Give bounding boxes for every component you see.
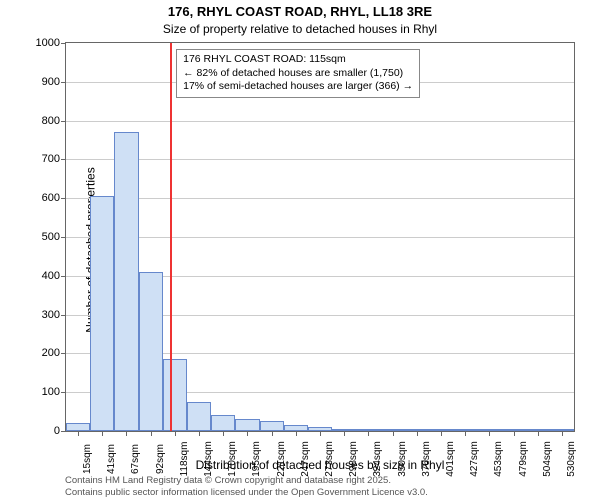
histogram-bar [235,419,259,431]
y-tick-mark [61,159,66,160]
histogram-bar [114,132,138,431]
chart-title-main: 176, RHYL COAST ROAD, RHYL, LL18 3RE [0,4,600,19]
chart-title-sub: Size of property relative to detached ho… [0,22,600,36]
histogram-bar [260,421,284,431]
plot-area: 0100200300400500600700800900100015sqm41s… [65,42,575,432]
y-tick-mark [61,43,66,44]
x-tick-mark [465,431,466,436]
x-tick-mark [320,431,321,436]
footer-line-1: Contains HM Land Registry data © Crown c… [65,475,391,486]
gridline [66,121,574,122]
x-tick-mark [175,431,176,436]
gridline [66,198,574,199]
y-tick-mark [61,237,66,238]
y-tick-mark [61,353,66,354]
histogram-bar [163,359,187,431]
chart-container: 176, RHYL COAST ROAD, RHYL, LL18 3RE Siz… [0,0,600,500]
x-tick-mark [441,431,442,436]
x-tick-mark [272,431,273,436]
x-tick-mark [151,431,152,436]
x-tick-mark [538,431,539,436]
x-tick-mark [126,431,127,436]
y-tick-mark [61,431,66,432]
x-tick-mark [247,431,248,436]
histogram-bar [90,196,114,431]
gridline [66,237,574,238]
y-tick-mark [61,198,66,199]
gridline [66,159,574,160]
x-tick-mark [417,431,418,436]
x-tick-mark [393,431,394,436]
x-tick-mark [368,431,369,436]
histogram-bar [187,402,211,431]
x-tick-mark [344,431,345,436]
annotation-line1: 176 RHYL COAST ROAD: 115sqm [183,53,413,67]
y-tick-mark [61,121,66,122]
x-tick-mark [489,431,490,436]
x-axis-label: Distribution of detached houses by size … [65,458,575,472]
y-tick-mark [61,392,66,393]
x-tick-mark [296,431,297,436]
annotation-box: 176 RHYL COAST ROAD: 115sqm ← 82% of det… [176,49,420,98]
x-tick-mark [102,431,103,436]
y-tick-mark [61,276,66,277]
annotation-line3: 17% of semi-detached houses are larger (… [183,80,413,94]
x-tick-mark [562,431,563,436]
x-tick-mark [78,431,79,436]
y-tick-mark [61,82,66,83]
x-tick-mark [199,431,200,436]
histogram-bar [139,272,163,431]
histogram-bar [211,415,235,431]
annotation-line2: ← 82% of detached houses are smaller (1,… [183,67,413,81]
property-marker-line [170,43,172,431]
x-tick-mark [223,431,224,436]
footer-line-2: Contains public sector information licen… [65,487,428,498]
histogram-bar [66,423,90,431]
x-tick-mark [514,431,515,436]
y-tick-mark [61,315,66,316]
